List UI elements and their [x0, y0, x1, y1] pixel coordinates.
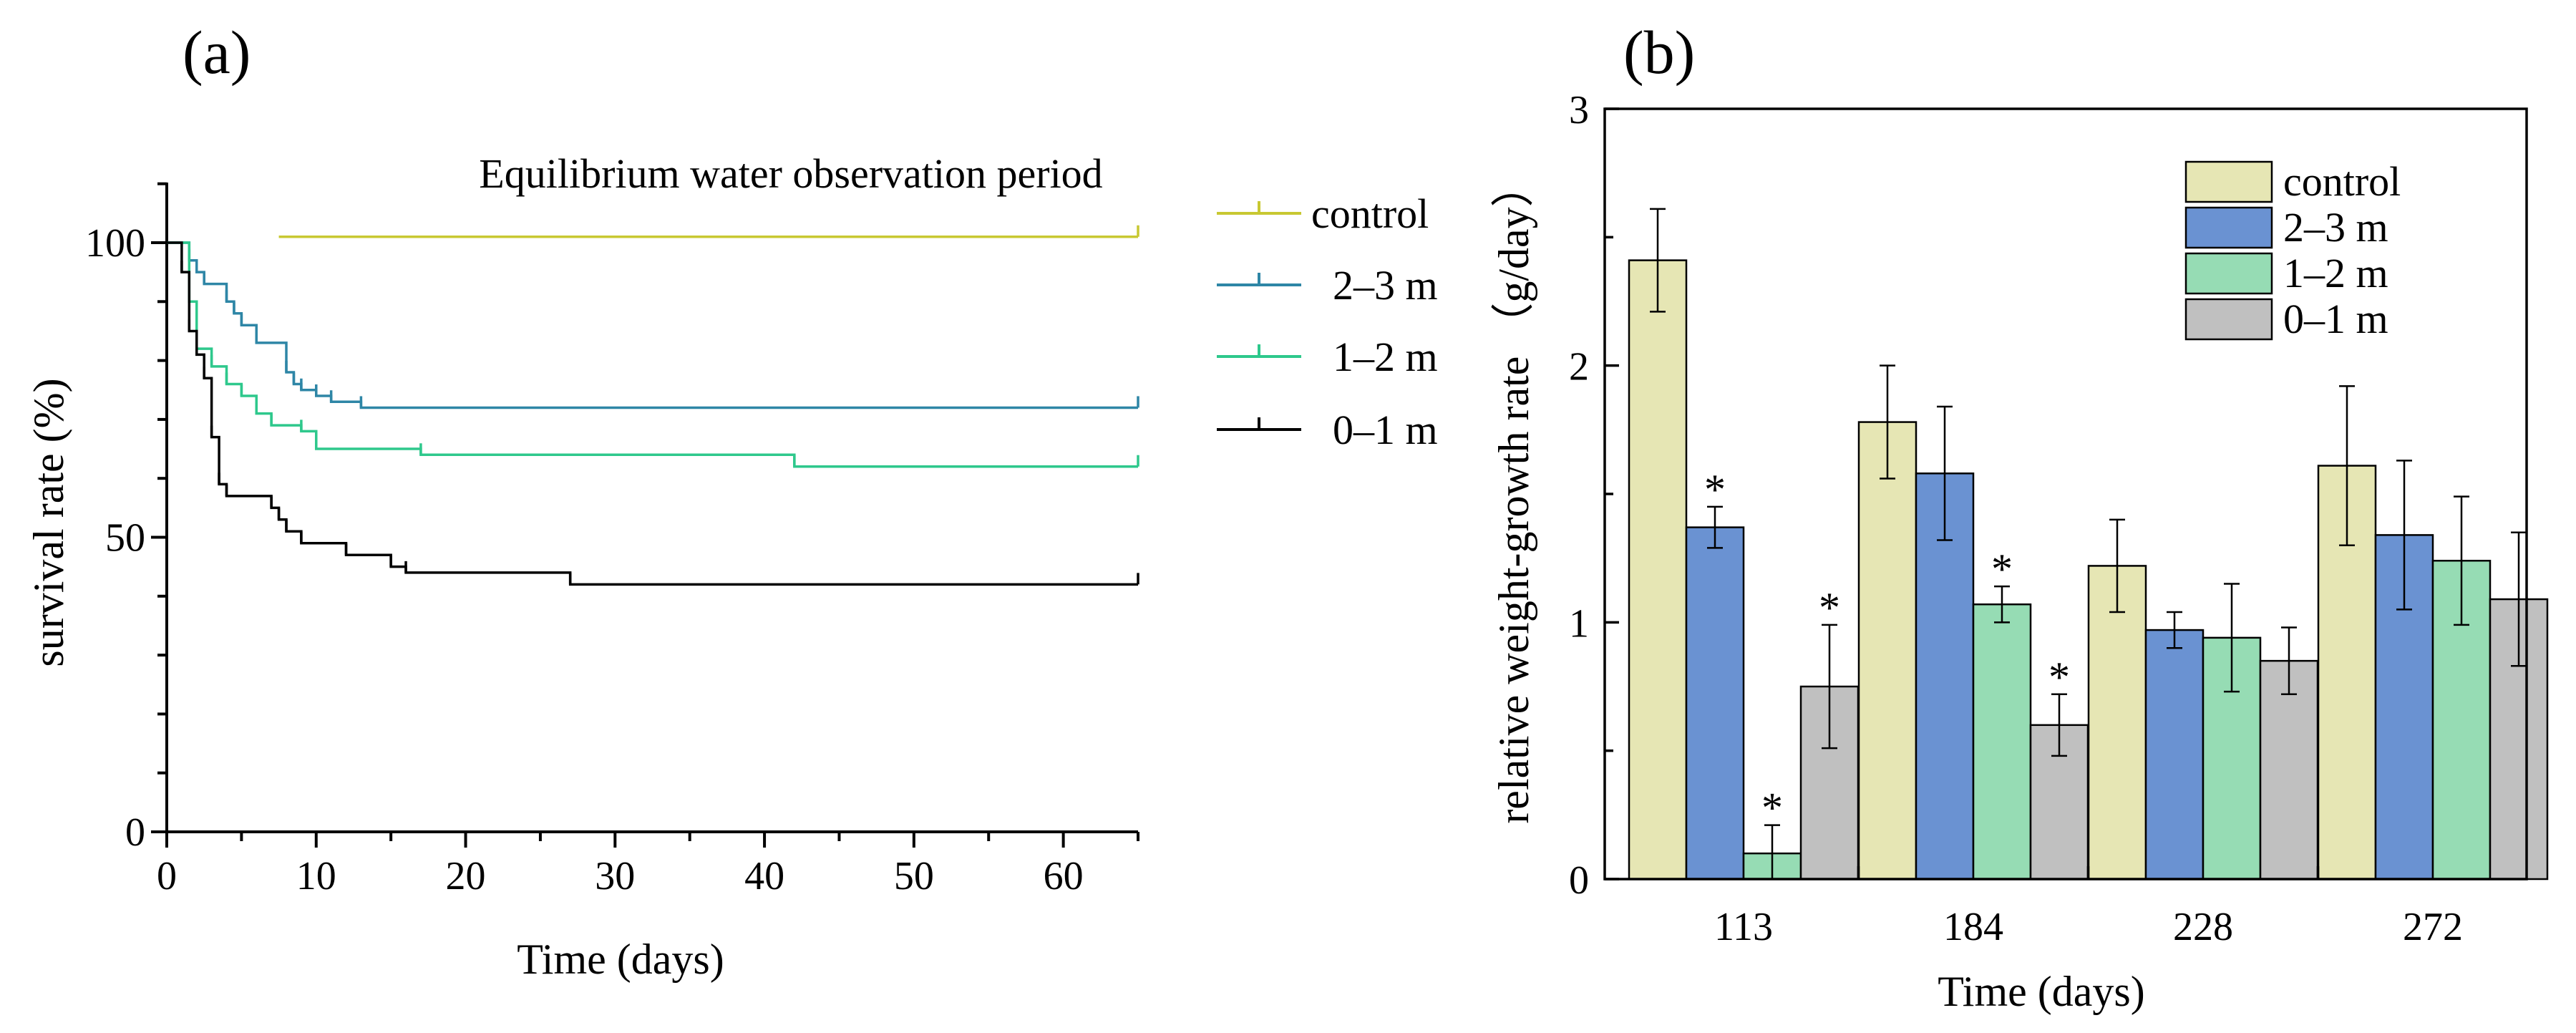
panel-a-y-tick-label: 50: [105, 516, 145, 561]
legend-label-2: 1–2 m: [1333, 334, 1438, 380]
panel-b-bars: * * * * *: [1628, 208, 2549, 881]
bar-0-1: [1857, 421, 1918, 881]
legend-label-2: 1–2 m: [2283, 250, 2388, 296]
legend-swatch-0: [2184, 160, 2273, 203]
panel-a-x-axis-label: Time (days): [517, 936, 724, 983]
panel-a-x-tick-label: 60: [1044, 854, 1084, 898]
bar-0-2: [2087, 565, 2147, 881]
panel-a-x-tick-label: 30: [595, 854, 635, 898]
panel-b-axes: 0 1 2 3 113 184 228 272: [1569, 88, 2528, 949]
legend-label-1: 2–3 m: [2283, 204, 2388, 251]
bar-2-1: [1972, 603, 2032, 881]
panel-b-y-tick-label: 3: [1569, 88, 1589, 132]
panel-b-x-tick-label: 272: [2403, 905, 2463, 949]
panel-a-y-axis-label: survival rate (%): [25, 378, 72, 666]
legend-label-3: 0–1 m: [1333, 407, 1438, 453]
bar-1-2: [2144, 629, 2205, 881]
bar-1-0: [1685, 526, 1745, 881]
legend-swatch-2: [2184, 252, 2273, 295]
significance-star: *: [1819, 584, 1840, 631]
panel-a-x-tick-label: 20: [446, 854, 486, 898]
legend-label-1: 2–3 m: [1333, 262, 1438, 309]
series-line-2: [167, 241, 1138, 468]
panel-b-y-axis-label: relative weight-growth rate （g/day）: [1490, 164, 1537, 823]
panel-a-y-tick-label: 100: [85, 221, 145, 266]
panel-b-x-tick-label: 184: [1943, 905, 2003, 949]
series-line-3: [167, 241, 1138, 586]
panel-a-x-tick-label: 40: [744, 854, 784, 898]
panel-b-y-tick-label: 1: [1569, 601, 1589, 646]
panel-a-x-tick-label: 0: [157, 854, 177, 898]
panel-b-x-axis-label: Time (days): [1938, 968, 2144, 1015]
legend-label-3: 0–1 m: [2283, 296, 2388, 342]
panel-a-series: [167, 225, 1139, 586]
legend-label-0: control: [2283, 158, 2401, 205]
panel-b-x-tick-label: 228: [2173, 905, 2233, 949]
growth-rate-chart: (b) Time (days) relative weight-growth r…: [1490, 18, 2549, 1015]
panel-b-x-tick-label: 113: [1714, 905, 1773, 949]
legend-swatch-3: [2184, 298, 2273, 341]
legend-label-0: control: [1311, 190, 1429, 237]
significance-star: *: [2048, 654, 2070, 701]
panel-a-axes: 0 50 100 0 10 20 30 40 50 60: [85, 182, 1139, 898]
panel-a-x-tick-label: 50: [894, 854, 934, 898]
panel-a-label: (a): [183, 18, 251, 87]
significance-star: *: [1761, 785, 1783, 832]
series-line-1: [167, 241, 1138, 409]
bar-3-2: [2259, 659, 2319, 881]
panel-b-y-tick-label: 0: [1569, 858, 1589, 903]
significance-star: *: [1991, 545, 2013, 593]
observation-period-annotation: Equilibrium water observation period: [479, 150, 1102, 197]
panel-b-y-tick-label: 2: [1569, 345, 1589, 389]
bar-0-0: [1628, 259, 1688, 881]
legend-swatch-1: [2184, 206, 2273, 249]
panel-a-x-tick-label: 10: [296, 854, 336, 898]
panel-a-legend: control 2–3 m 1–2 m 0–1 m: [1217, 190, 1438, 453]
panel-b-label: (b): [1623, 18, 1695, 87]
panel-a-y-tick-label: 0: [125, 810, 145, 855]
survival-chart: (a) Equilibrium water observation period…: [25, 18, 1438, 983]
bar-3-0: [1799, 685, 1860, 881]
significance-star: *: [1704, 466, 1726, 513]
